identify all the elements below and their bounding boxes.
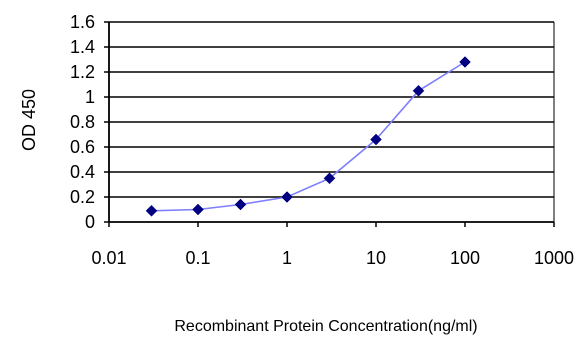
y-tick-label-5: 1 xyxy=(85,87,95,107)
y-tick-label-1: 0.2 xyxy=(70,187,95,207)
data-point-0-6 xyxy=(412,84,425,97)
x-tick-label-5: 1000 xyxy=(534,248,574,268)
data-point-0-7 xyxy=(459,56,471,68)
x-tick-label-3: 10 xyxy=(366,248,386,268)
y-tick-label-3: 0.6 xyxy=(70,137,95,157)
series-layer xyxy=(145,56,471,217)
y-tick-label-8: 1.6 xyxy=(70,12,95,32)
label-layer: Recombinant Protein Concentration(ng/ml)… xyxy=(19,89,478,335)
data-point-0-3 xyxy=(281,191,293,203)
grid-layer xyxy=(109,21,554,222)
x-tick-label-0: 0.01 xyxy=(91,248,126,268)
x-tick-label-1: 0.1 xyxy=(185,248,210,268)
data-point-0-2 xyxy=(234,198,247,211)
x-tick-label-2: 1 xyxy=(282,248,292,268)
x-tick-label-4: 100 xyxy=(450,248,480,268)
data-point-0-1 xyxy=(192,203,204,216)
y-tick-label-2: 0.4 xyxy=(70,162,95,182)
y-tick-label-4: 0.8 xyxy=(70,112,95,132)
data-point-0-0 xyxy=(145,204,158,217)
y-tick-label-7: 1.4 xyxy=(70,37,95,57)
y-axis-title: OD 450 xyxy=(19,89,39,151)
axis-layer: 0 0.2 0.4 0.6 0.8 1 1.2 1.4 1.6 0.01 0.1 1 10 100 1000 xyxy=(70,12,574,268)
data-point-0-5 xyxy=(370,133,382,146)
y-tick-label-0: 0 xyxy=(85,212,95,232)
data-point-0-4 xyxy=(323,172,336,185)
x-axis-title: Recombinant Protein Concentration(ng/ml) xyxy=(174,318,477,335)
y-tick-label-6: 1.2 xyxy=(70,62,95,82)
series-line-0 xyxy=(151,61,466,212)
